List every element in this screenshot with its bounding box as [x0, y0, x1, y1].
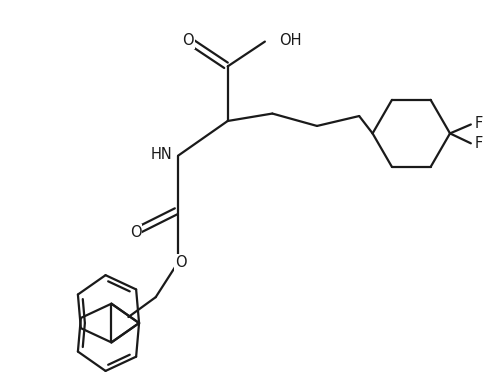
Text: OH: OH: [279, 33, 301, 48]
Text: F: F: [475, 136, 483, 151]
Text: O: O: [130, 225, 141, 240]
Text: O: O: [174, 255, 186, 270]
Text: O: O: [182, 33, 194, 48]
Text: HN: HN: [150, 147, 172, 162]
Text: F: F: [475, 116, 483, 131]
